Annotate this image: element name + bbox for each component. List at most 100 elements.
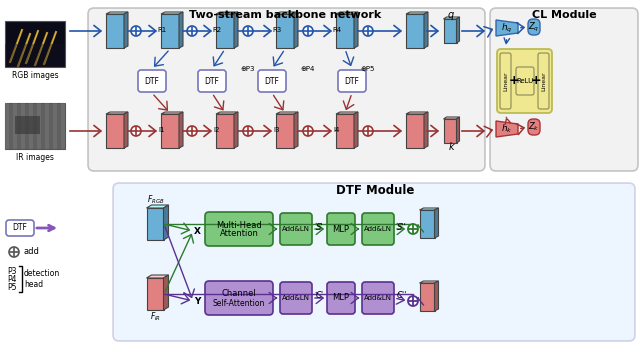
Text: ReLU: ReLU <box>516 78 534 84</box>
Text: S': S' <box>316 223 324 231</box>
Polygon shape <box>179 12 183 48</box>
Text: CL Module: CL Module <box>532 10 596 20</box>
Polygon shape <box>496 121 518 137</box>
Text: C': C' <box>316 291 324 300</box>
Polygon shape <box>354 12 358 48</box>
Polygon shape <box>435 208 438 238</box>
FancyBboxPatch shape <box>500 53 511 109</box>
Text: R4: R4 <box>332 27 342 33</box>
Circle shape <box>187 126 197 136</box>
Polygon shape <box>161 114 179 148</box>
Polygon shape <box>406 14 424 48</box>
Bar <box>5 103 65 149</box>
Polygon shape <box>354 112 358 148</box>
Polygon shape <box>216 112 238 114</box>
Text: Self-Attention: Self-Attention <box>213 298 265 307</box>
Text: add: add <box>24 247 40 257</box>
Bar <box>15 116 40 134</box>
Polygon shape <box>147 278 163 310</box>
FancyBboxPatch shape <box>138 70 166 92</box>
Text: I1: I1 <box>159 127 165 133</box>
Text: R1: R1 <box>157 27 166 33</box>
Polygon shape <box>276 112 298 114</box>
Polygon shape <box>406 112 428 114</box>
Text: $h_q$: $h_q$ <box>501 21 513 35</box>
Polygon shape <box>124 12 128 48</box>
Text: Add&LN: Add&LN <box>282 295 310 301</box>
Circle shape <box>131 126 141 136</box>
Polygon shape <box>124 112 128 148</box>
FancyBboxPatch shape <box>338 70 366 92</box>
Polygon shape <box>216 14 234 48</box>
Circle shape <box>363 26 373 36</box>
Polygon shape <box>444 19 456 43</box>
Text: $Z_q$: $Z_q$ <box>528 21 540 34</box>
FancyBboxPatch shape <box>528 19 540 35</box>
Text: I4: I4 <box>334 127 340 133</box>
Polygon shape <box>406 114 424 148</box>
Text: DTF: DTF <box>264 76 280 86</box>
Text: Attention: Attention <box>220 230 259 238</box>
Text: DTF Module: DTF Module <box>336 185 414 198</box>
Text: +: + <box>508 74 519 88</box>
Polygon shape <box>161 112 183 114</box>
Text: I3: I3 <box>274 127 280 133</box>
Polygon shape <box>444 119 456 143</box>
Text: k: k <box>448 142 454 152</box>
Text: MLP: MLP <box>333 224 349 233</box>
Polygon shape <box>106 14 124 48</box>
FancyBboxPatch shape <box>490 8 638 171</box>
Polygon shape <box>161 12 183 14</box>
Text: $h_k$: $h_k$ <box>501 123 513 135</box>
Text: DTF: DTF <box>13 223 28 232</box>
Polygon shape <box>406 12 428 14</box>
Polygon shape <box>336 14 354 48</box>
Text: ⊕P5: ⊕P5 <box>361 66 375 72</box>
FancyBboxPatch shape <box>497 49 552 113</box>
Text: S'': S'' <box>397 223 407 231</box>
Polygon shape <box>419 281 438 283</box>
Polygon shape <box>456 117 460 143</box>
Circle shape <box>408 296 418 306</box>
Text: P5: P5 <box>7 282 17 291</box>
Polygon shape <box>424 12 428 48</box>
Polygon shape <box>419 283 435 311</box>
Bar <box>61 103 65 149</box>
Polygon shape <box>435 281 438 311</box>
Text: ⊕P3: ⊕P3 <box>241 66 255 72</box>
Bar <box>5 103 9 149</box>
Polygon shape <box>276 114 294 148</box>
Circle shape <box>131 26 141 36</box>
Polygon shape <box>276 12 298 14</box>
Circle shape <box>243 26 253 36</box>
Bar <box>5 44 65 67</box>
Bar <box>29 103 33 149</box>
Polygon shape <box>234 12 238 48</box>
Text: Channel: Channel <box>221 290 257 298</box>
Polygon shape <box>106 112 128 114</box>
Text: q: q <box>448 10 454 20</box>
Polygon shape <box>456 17 460 43</box>
Polygon shape <box>424 112 428 148</box>
FancyBboxPatch shape <box>362 213 394 245</box>
Polygon shape <box>444 17 460 19</box>
Bar <box>5 21 65 67</box>
Polygon shape <box>106 114 124 148</box>
Polygon shape <box>106 12 128 14</box>
Text: Y: Y <box>194 297 200 305</box>
FancyBboxPatch shape <box>205 212 273 246</box>
Polygon shape <box>336 112 358 114</box>
Text: $F_{RGB}$: $F_{RGB}$ <box>147 194 164 206</box>
Polygon shape <box>276 14 294 48</box>
Polygon shape <box>294 12 298 48</box>
Text: RGB images: RGB images <box>12 71 58 80</box>
Text: +: + <box>530 74 541 88</box>
Polygon shape <box>234 112 238 148</box>
Text: detection
head: detection head <box>24 269 60 289</box>
Bar <box>45 103 49 149</box>
FancyBboxPatch shape <box>205 281 273 315</box>
Text: X: X <box>193 227 200 236</box>
Bar <box>21 103 25 149</box>
FancyBboxPatch shape <box>6 220 34 236</box>
FancyBboxPatch shape <box>538 53 549 109</box>
